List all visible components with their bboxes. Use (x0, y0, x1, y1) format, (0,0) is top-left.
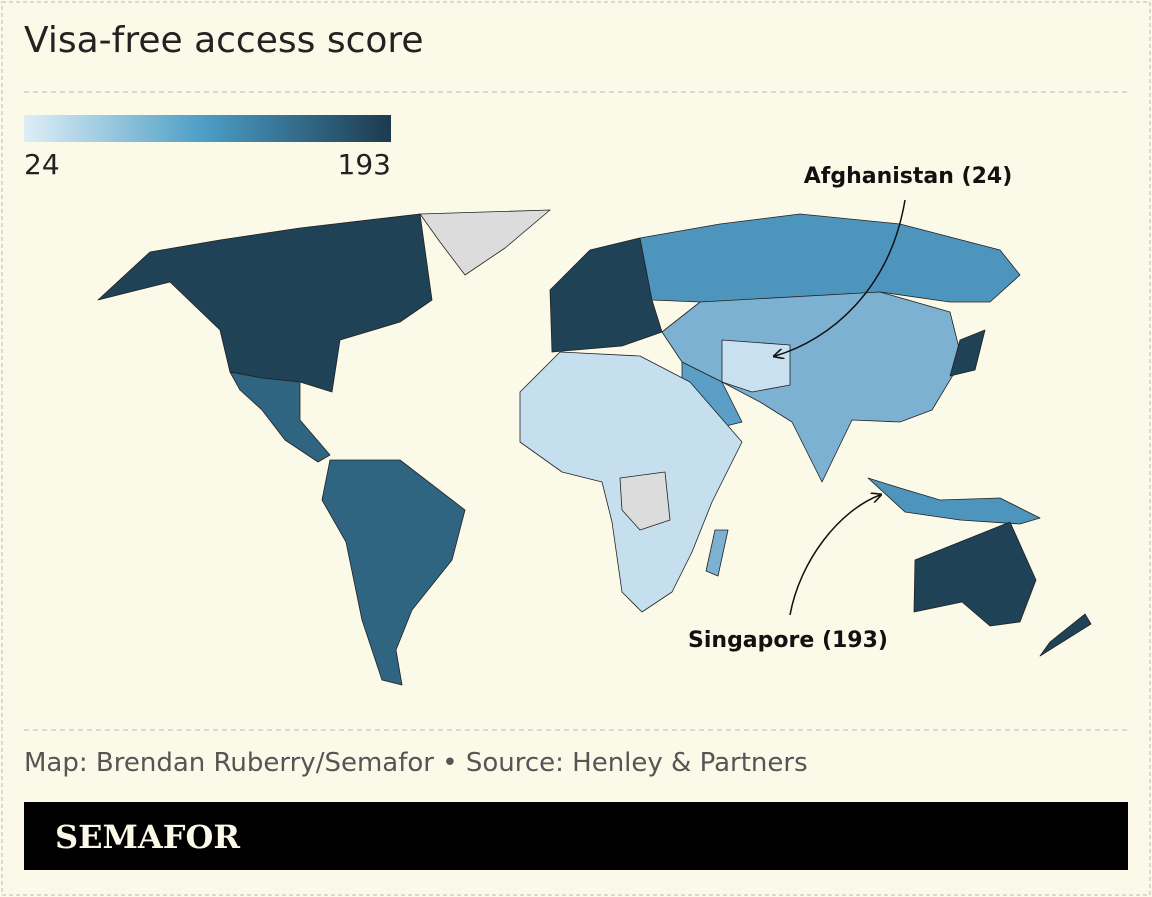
brand-bar (24, 802, 1128, 870)
legend-min: 24 (24, 148, 60, 181)
southeast-asia-islands (867, 477, 1041, 525)
greenland (419, 209, 551, 276)
annotation-singapore: Singapore (193) (688, 628, 888, 653)
new-zealand (1039, 613, 1092, 657)
russia (639, 213, 1021, 303)
australia (913, 521, 1037, 627)
north-america (97, 213, 433, 393)
annotation-arrow (775, 199, 906, 356)
afghanistan-region (721, 339, 791, 393)
credit: Map: Brendan Ruberry/Semafor • Source: H… (24, 748, 808, 778)
madagascar (705, 529, 729, 577)
title: Visa-free access score (24, 20, 424, 61)
no-data-region (619, 471, 671, 531)
brand: SEMAFOR (55, 818, 240, 856)
world-map (97, 209, 1092, 686)
central-america (229, 371, 331, 463)
color-scale (24, 115, 391, 142)
annotation-arrow (789, 495, 880, 616)
europe (549, 237, 663, 353)
japan (949, 329, 986, 377)
legend-max: 193 (338, 148, 391, 181)
south-america (321, 459, 466, 686)
annotation-afghanistan: Afghanistan (24) (804, 164, 1013, 189)
